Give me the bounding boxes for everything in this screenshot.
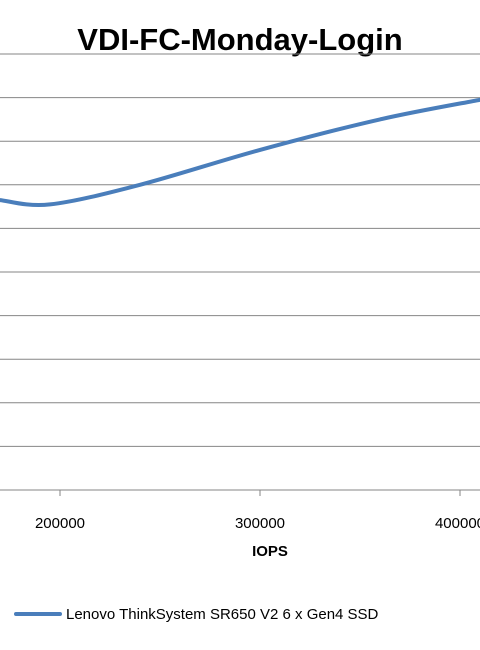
gridlines bbox=[0, 53, 480, 447]
x-axis-ticks: 200000 300000 400000 bbox=[35, 490, 480, 532]
series-line bbox=[0, 97, 480, 207]
legend-swatch bbox=[14, 612, 62, 616]
x-tick-label: 300000 bbox=[235, 515, 285, 532]
legend: Lenovo ThinkSystem SR650 V2 6 x Gen4 SSD bbox=[14, 602, 378, 626]
x-tick-label: 400000 bbox=[435, 515, 480, 532]
x-axis-label: IOPS bbox=[252, 543, 288, 560]
legend-entry-label: Lenovo ThinkSystem SR650 V2 6 x Gen4 SSD bbox=[66, 605, 379, 623]
chart-title: VDI-FC-Monday-Login bbox=[77, 22, 403, 57]
x-tick-label: 200000 bbox=[35, 515, 85, 532]
series-layer bbox=[0, 97, 480, 207]
